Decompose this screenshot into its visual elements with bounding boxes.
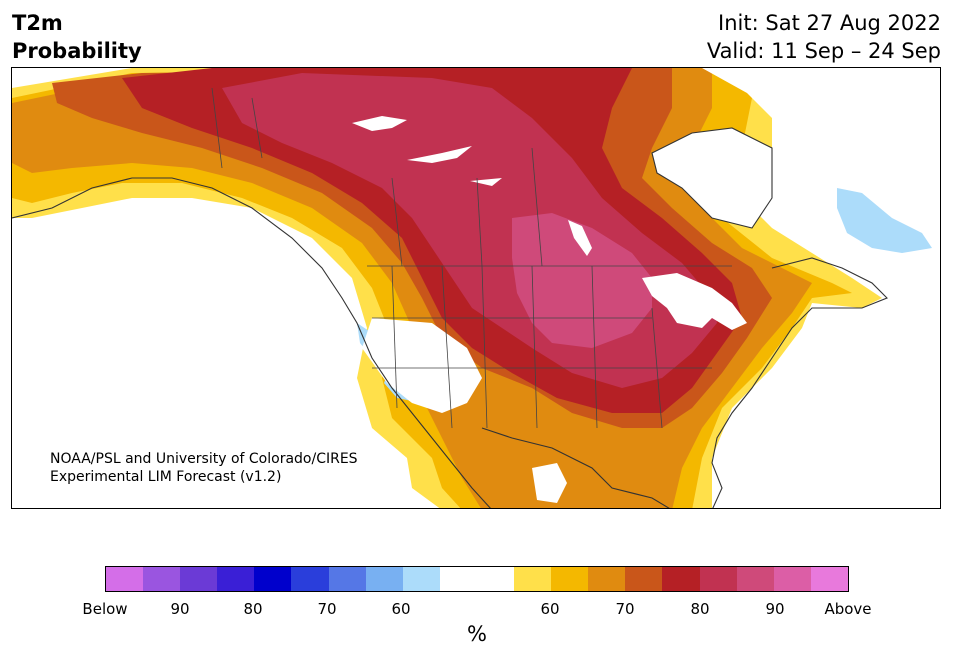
colorbar-swatch xyxy=(514,567,552,591)
date-info: Init: Sat 27 Aug 2022 Valid: 11 Sep – 24… xyxy=(707,9,941,65)
colorbar-swatch xyxy=(217,567,255,591)
coastlines xyxy=(12,127,888,508)
hudson-bay xyxy=(652,128,772,228)
great-slave-lake xyxy=(407,146,472,163)
near-normal-arctic xyxy=(702,68,940,198)
colorbar-swatch xyxy=(291,567,329,591)
map-credit: NOAA/PSL and University of Colorado/CIRE… xyxy=(50,450,358,486)
colorbar-swatch xyxy=(551,567,589,591)
colorbar-swatch xyxy=(254,567,292,591)
colorbar-tick-label: 80 xyxy=(243,600,263,618)
borders xyxy=(211,87,732,429)
colorbar-tick-label: 70 xyxy=(317,600,337,618)
credit-line-2: Experimental LIM Forecast (v1.2) xyxy=(50,469,282,485)
colorbar-swatch xyxy=(143,567,181,591)
colorbar-swatch xyxy=(736,567,774,591)
colorbar-unit: % xyxy=(467,622,487,646)
colorbar-tick-label: 90 xyxy=(170,600,190,618)
colorbar-swatch xyxy=(625,567,663,591)
colorbar-tick-label: 80 xyxy=(690,600,710,618)
colorbar-swatch xyxy=(180,567,218,591)
colorbar-swatch xyxy=(662,567,700,591)
colorbar-tick-label: 60 xyxy=(391,600,411,618)
great-lakes xyxy=(642,273,747,330)
colorbar-swatch xyxy=(365,567,403,591)
colorbar-swatch xyxy=(773,567,811,591)
colorbar-swatch xyxy=(439,567,477,591)
contour-below-60-east xyxy=(837,188,932,253)
variable-name: T2m xyxy=(12,11,63,35)
colorbar-tick-label: Above xyxy=(824,600,872,618)
colorbar-swatch xyxy=(810,567,848,591)
lake-athabasca xyxy=(470,178,502,186)
init-date: Init: Sat 27 Aug 2022 xyxy=(718,11,941,35)
colorbar-swatch xyxy=(106,567,144,591)
lake-winnipeg xyxy=(568,220,592,256)
probability-colorbar xyxy=(105,566,849,592)
colorbar-tick-label: Below xyxy=(82,600,128,618)
colorbar-tick-label: 90 xyxy=(765,600,785,618)
colorbar-swatch xyxy=(402,567,440,591)
forecast-map: NOAA/PSL and University of Colorado/CIRE… xyxy=(11,67,941,509)
credit-line-1: NOAA/PSL and University of Colorado/CIRE… xyxy=(50,451,358,467)
colorbar-swatch xyxy=(699,567,737,591)
colorbar-tick-label: 70 xyxy=(615,600,635,618)
near-normal-southwest xyxy=(362,318,482,413)
product-name: Probability xyxy=(12,39,142,63)
colorbar-swatch xyxy=(476,567,515,591)
probability-map-svg xyxy=(12,68,940,508)
map-title: T2m Probability xyxy=(12,9,142,65)
great-bear-lake xyxy=(352,116,407,131)
valid-range: Valid: 11 Sep – 24 Sep xyxy=(706,39,941,63)
colorbar-swatch xyxy=(588,567,626,591)
colorbar-swatch xyxy=(328,567,366,591)
near-normal-mexico xyxy=(532,463,567,503)
contour-above-90 xyxy=(512,213,652,348)
colorbar-tick-label: 60 xyxy=(540,600,560,618)
